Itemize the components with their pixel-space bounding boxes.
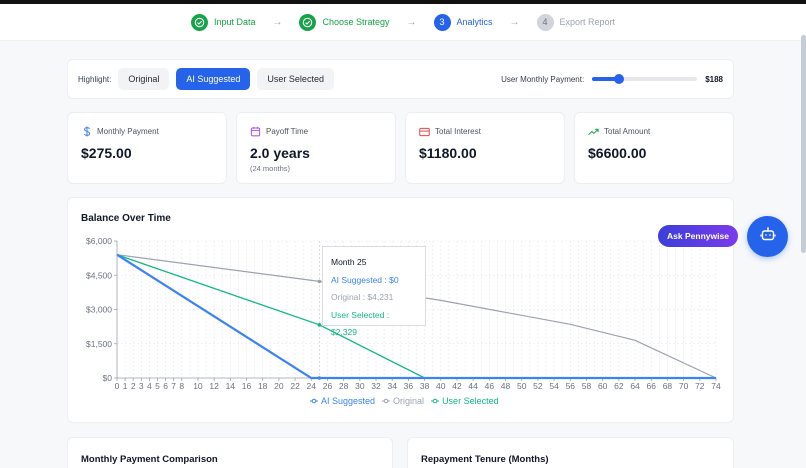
slider-label: User Monthly Payment: (501, 74, 585, 84)
arrow-right-icon: → (272, 16, 283, 28)
step-choose-strategy[interactable]: Choose Strategy (299, 13, 390, 31)
step-analytics[interactable]: 3 Analytics (433, 13, 493, 31)
dollar-icon (81, 126, 92, 137)
stat-label: Total Amount (604, 127, 651, 136)
stat-card-payoff-time: Payoff Time 2.0 years (24 months) (236, 112, 396, 184)
monthly-payment-control: User Monthly Payment: $188 (501, 74, 723, 84)
tooltip-title: Month 25 (331, 257, 367, 267)
card-title: Monthly Payment Comparison (81, 454, 218, 465)
stat-card-monthly-payment: Monthly Payment $275.00 (67, 112, 227, 184)
tooltip-original-value: Original : $4,231 (331, 292, 394, 302)
highlight-user-selected-button[interactable]: User Selected (257, 68, 334, 90)
highlight-label: Highlight: (78, 74, 112, 84)
chart-title: Balance Over Time (81, 213, 171, 224)
progress-stepper: Input Data → Choose Strategy → 3 Analyti… (0, 4, 806, 41)
tooltip-user-value: User Selected : $2,329 (331, 309, 390, 338)
chart-tooltip: Month 25 AI Suggested : $0 Original : $4… (322, 246, 426, 337)
stat-subtext: (24 months) (250, 164, 291, 173)
step-label: Choose Strategy (322, 17, 390, 27)
stat-value: $275.00 (81, 145, 132, 161)
slider-fill (592, 77, 620, 81)
scrollbar-thumb[interactable] (801, 35, 806, 253)
arrow-right-icon: → (509, 16, 520, 28)
stat-value: $6600.00 (588, 145, 647, 161)
stat-label: Monthly Payment (97, 127, 159, 136)
stat-value: 2.0 years (250, 145, 310, 161)
window-top-edge (0, 0, 806, 4)
highlight-ai-suggested-button[interactable]: AI Suggested (176, 68, 251, 90)
robot-icon (759, 226, 776, 247)
trending-up-icon (588, 126, 599, 137)
monthly-payment-slider[interactable] (592, 74, 698, 84)
calendar-icon (250, 126, 261, 137)
arrow-right-icon: → (406, 16, 417, 28)
step-input-data[interactable]: Input Data (190, 13, 256, 31)
ask-pennywise-button[interactable]: Ask Pennywise (658, 225, 738, 247)
check-circle-icon (190, 13, 208, 31)
stat-label: Payoff Time (266, 127, 309, 136)
tooltip-ai-value: AI Suggested : $0 (331, 274, 399, 285)
step-number: 4 (536, 13, 554, 31)
stat-label: Total Interest (435, 127, 481, 136)
highlight-toolbar: Highlight: Original AI Suggested User Se… (67, 59, 734, 99)
step-label: Export Report (559, 17, 616, 27)
stat-card-total-interest: Total Interest $1180.00 (405, 112, 565, 184)
page-scrollbar[interactable] (800, 35, 806, 468)
step-number: 3 (433, 13, 451, 31)
slider-thumb[interactable] (614, 74, 625, 84)
check-circle-icon (299, 13, 317, 31)
step-label: Input Data (213, 17, 256, 27)
repayment-tenure-card: Repayment Tenure (Months) (407, 437, 734, 468)
step-label: Analytics (456, 17, 493, 27)
monthly-payment-comparison-card: Monthly Payment Comparison (67, 437, 393, 468)
stat-value: $1180.00 (419, 145, 477, 161)
stat-card-total-amount: Total Amount $6600.00 (574, 112, 734, 184)
card-title: Repayment Tenure (Months) (421, 454, 549, 465)
step-export-report[interactable]: 4 Export Report (536, 13, 616, 31)
chatbot-button[interactable] (747, 216, 788, 257)
slider-value: $188 (705, 74, 723, 84)
highlight-original-button[interactable]: Original (118, 68, 170, 90)
credit-card-icon (419, 126, 430, 137)
